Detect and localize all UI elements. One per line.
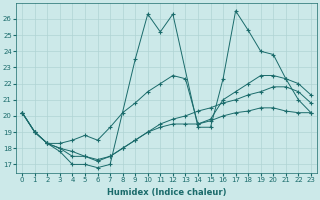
X-axis label: Humidex (Indice chaleur): Humidex (Indice chaleur)	[107, 188, 226, 197]
